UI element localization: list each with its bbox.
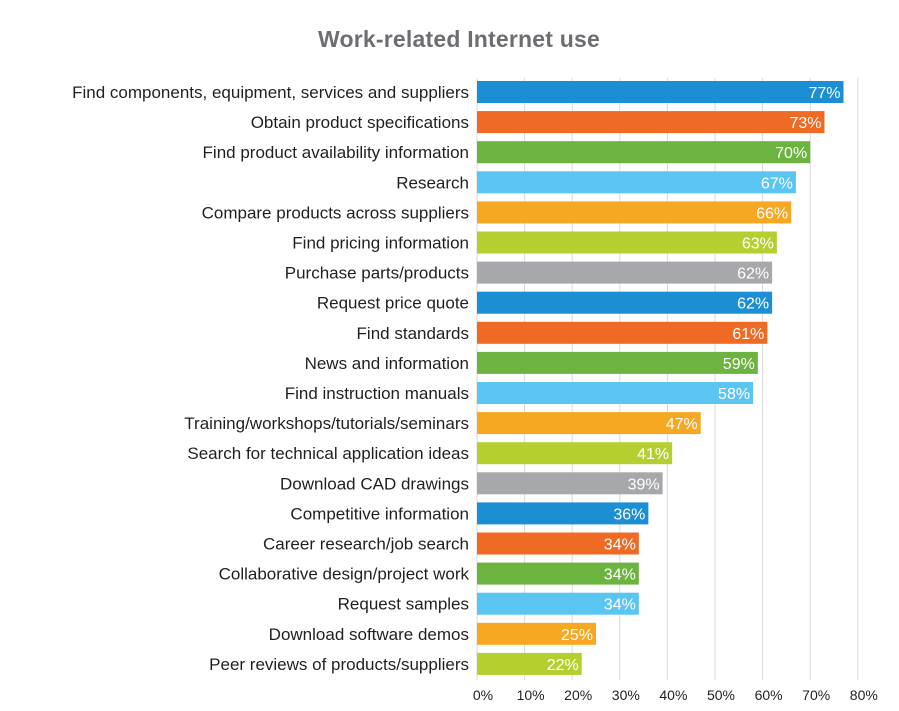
x-tick-label: 20%	[564, 687, 592, 703]
category-label: Find product availability information	[203, 143, 469, 162]
bar	[477, 382, 754, 404]
bars	[477, 81, 844, 675]
category-label: Request samples	[338, 595, 469, 614]
bar	[477, 351, 758, 374]
category-label: Research	[396, 173, 469, 192]
value-label: 62%	[737, 266, 769, 283]
category-label: Purchase parts/products	[285, 264, 469, 283]
category-label: Career research/job search	[263, 535, 469, 554]
value-label: 47%	[666, 416, 698, 433]
value-label: 61%	[732, 326, 764, 343]
bar	[477, 622, 596, 645]
category-labels: Find components, equipment, services and…	[72, 83, 469, 674]
value-label: 62%	[737, 296, 769, 313]
value-label: 67%	[761, 175, 793, 192]
value-label: 34%	[604, 567, 636, 584]
value-label: 77%	[808, 85, 840, 102]
value-label: 34%	[604, 537, 636, 554]
gridlines	[476, 78, 859, 680]
bar	[477, 502, 649, 525]
bar	[477, 291, 773, 314]
value-labels: 77% 73% 70% 67% 66% 63% 62% 62% 61% 59% 58% 47% 41% 3…	[547, 85, 841, 674]
value-label: 59%	[723, 356, 755, 373]
bar	[477, 472, 663, 495]
value-label: 36%	[613, 506, 645, 523]
value-label: 70%	[775, 145, 807, 162]
bar	[477, 261, 773, 284]
value-label: 63%	[742, 236, 774, 253]
x-tick-label: 80%	[850, 687, 878, 703]
bar	[477, 111, 825, 134]
bar	[477, 201, 792, 224]
bar	[477, 532, 639, 555]
x-tick-label: 0%	[473, 687, 493, 703]
bar	[477, 141, 811, 164]
category-label: Peer reviews of products/suppliers	[209, 655, 469, 674]
chart-title: Work-related Internet use	[318, 26, 600, 52]
category-label: Search for technical application ideas	[187, 444, 469, 463]
value-label: 25%	[561, 627, 593, 644]
category-label: Download software demos	[269, 625, 469, 644]
category-label: Find standards	[357, 324, 469, 343]
value-label: 66%	[756, 205, 788, 222]
value-label: 34%	[604, 597, 636, 614]
bar	[477, 321, 768, 344]
x-tick-label: 30%	[612, 687, 640, 703]
x-tick-label: 50%	[707, 687, 735, 703]
category-label: Compare products across suppliers	[202, 203, 469, 222]
bar	[477, 652, 582, 675]
bar	[477, 562, 639, 585]
category-label: Download CAD drawings	[280, 474, 469, 493]
category-label: Competitive information	[290, 504, 469, 523]
bar	[477, 442, 673, 465]
category-label: Find pricing information	[292, 234, 469, 253]
category-label: Request price quote	[317, 294, 469, 313]
category-label: Find instruction manuals	[285, 384, 469, 403]
category-label: Obtain product specifications	[251, 113, 469, 132]
x-tick-label: 70%	[802, 687, 830, 703]
value-label: 41%	[637, 446, 669, 463]
bar	[477, 592, 639, 615]
x-tick-label: 40%	[659, 687, 687, 703]
bar	[477, 81, 844, 103]
category-label: Find components, equipment, services and…	[72, 83, 469, 102]
value-label: 73%	[789, 115, 821, 132]
value-label: 39%	[628, 476, 660, 493]
x-axis-ticks: 0% 10% 20% 30% 40% 50% 60% 70% 80%	[473, 687, 878, 703]
category-label: Training/workshops/tutorials/seminars	[184, 414, 469, 433]
bar	[477, 231, 777, 254]
x-tick-label: 10%	[517, 687, 545, 703]
x-tick-label: 60%	[755, 687, 783, 703]
category-label: Collaborative design/project work	[219, 565, 470, 584]
value-label: 58%	[718, 386, 750, 403]
category-label: News and information	[305, 354, 469, 373]
bar	[477, 171, 796, 194]
value-label: 22%	[547, 657, 579, 674]
bar	[477, 412, 701, 435]
